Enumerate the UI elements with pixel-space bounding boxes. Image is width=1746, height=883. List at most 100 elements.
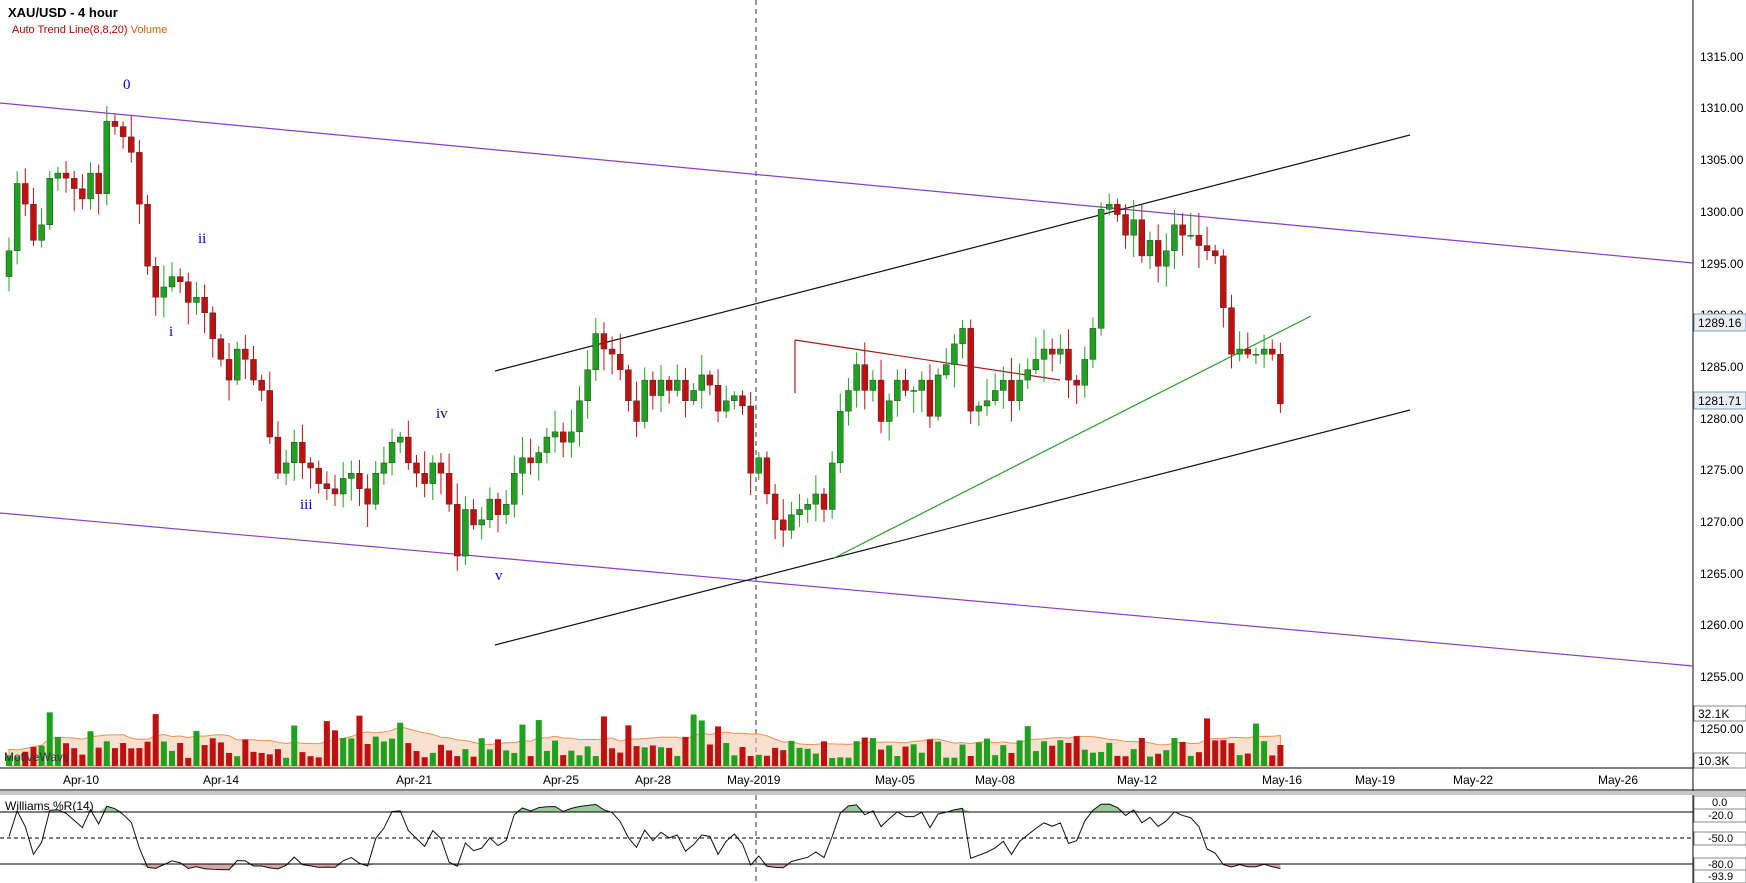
volume-bar[interactable] [690,714,697,766]
volume-bar[interactable] [812,753,819,766]
candle[interactable] [755,452,762,481]
volume-bar[interactable] [1065,742,1072,766]
candle[interactable] [910,386,917,413]
candle[interactable] [560,422,567,458]
volume-bar[interactable] [788,740,795,766]
candle[interactable] [1032,337,1040,374]
candle[interactable] [592,318,599,382]
candle[interactable] [739,390,746,415]
volume-series[interactable] [6,712,1284,767]
volume-bar[interactable] [715,726,722,766]
volume-bar[interactable] [356,715,363,766]
volume-bar[interactable] [1032,751,1039,766]
candle[interactable] [1269,339,1276,361]
volume-bar[interactable] [120,743,127,766]
panel-splitter[interactable] [0,791,1746,795]
volume-bar[interactable] [943,757,950,766]
volume-bar[interactable] [495,739,501,766]
trendline-lower[interactable] [494,409,1411,646]
candle[interactable] [682,367,689,418]
volume-bar[interactable] [1008,752,1015,766]
volume-bar[interactable] [552,740,559,766]
candle[interactable] [46,170,53,230]
volume-bar[interactable] [1277,744,1284,766]
candle[interactable] [723,385,730,418]
candle[interactable] [1008,357,1015,422]
candle[interactable] [454,483,461,571]
candle[interactable] [217,334,225,367]
volume-bar[interactable] [503,750,510,766]
volume-bar[interactable] [796,747,803,766]
candle[interactable] [600,322,608,371]
volume-bar[interactable] [1081,749,1088,766]
candle[interactable] [853,352,860,408]
candle[interactable] [657,365,665,413]
candle[interactable] [1146,231,1154,270]
volume-bar[interactable] [413,751,420,766]
volume-bar[interactable] [1024,726,1031,766]
volume-bar[interactable] [144,741,151,766]
volume-bar[interactable] [1073,736,1080,766]
volume-bar[interactable] [1130,749,1137,766]
volume-bar[interactable] [217,742,224,766]
volume-bar[interactable] [560,755,567,766]
candle[interactable] [714,369,722,423]
volume-bar[interactable] [63,743,70,766]
volume-bar[interactable] [315,757,322,766]
volume-bar[interactable] [821,741,827,766]
candle[interactable] [649,371,657,410]
volume-bar[interactable] [975,742,982,766]
volume-bar[interactable] [910,744,917,766]
volume-bar[interactable] [87,731,94,766]
volume-bar[interactable] [1171,738,1178,766]
volume-bar[interactable] [1155,753,1162,766]
volume-bar[interactable] [511,752,518,766]
volume-bar[interactable] [22,751,29,766]
candle[interactable] [877,359,885,434]
candle[interactable] [828,451,836,519]
volume-bar[interactable] [1236,755,1243,766]
candle[interactable] [1195,212,1203,269]
candle[interactable] [731,391,738,410]
candle[interactable] [1203,226,1211,261]
candle[interactable] [926,364,934,428]
candle[interactable] [584,350,591,419]
candle[interactable] [502,490,510,524]
candle[interactable] [62,161,70,193]
candle[interactable] [747,391,754,495]
volume-bar[interactable] [543,750,550,766]
candle[interactable] [788,501,795,539]
candle[interactable] [991,373,999,406]
volume-bar[interactable] [1122,756,1129,766]
candle[interactable] [1179,213,1186,256]
candle[interactable] [136,140,143,224]
candle[interactable] [1065,329,1072,399]
volume-bar[interactable] [698,720,705,766]
volume-bar[interactable] [959,744,966,766]
volume-bar[interactable] [95,747,102,766]
candle[interactable] [837,393,844,474]
volume-bar[interactable] [845,757,852,766]
volume-bar[interactable] [14,756,21,766]
candle[interactable] [413,455,420,488]
candle[interactable] [1106,193,1113,216]
volume-bar[interactable] [397,722,404,766]
volume-bar[interactable] [274,749,281,766]
candle[interactable] [470,499,477,530]
volume-bar[interactable] [625,725,632,766]
volume-bar[interactable] [340,738,347,766]
candle[interactable] [160,265,168,318]
candle[interactable] [902,368,909,397]
volume-bar[interactable] [54,736,61,766]
candle[interactable] [372,460,379,510]
volume-bar[interactable] [641,747,648,766]
volume-bar[interactable] [1147,756,1153,766]
volume-bar[interactable] [755,754,762,766]
volume-bar[interactable] [568,750,575,766]
candle[interactable] [698,354,705,409]
williams-panel-title[interactable]: Williams %R(14) [5,799,94,813]
candle[interactable] [983,378,991,416]
volume-bar[interactable] [234,756,241,766]
price-axis[interactable]: 1250.00 1255.00 1260.00 1265.00 1270.00 … [1700,50,1744,736]
candle[interactable] [1138,203,1146,263]
